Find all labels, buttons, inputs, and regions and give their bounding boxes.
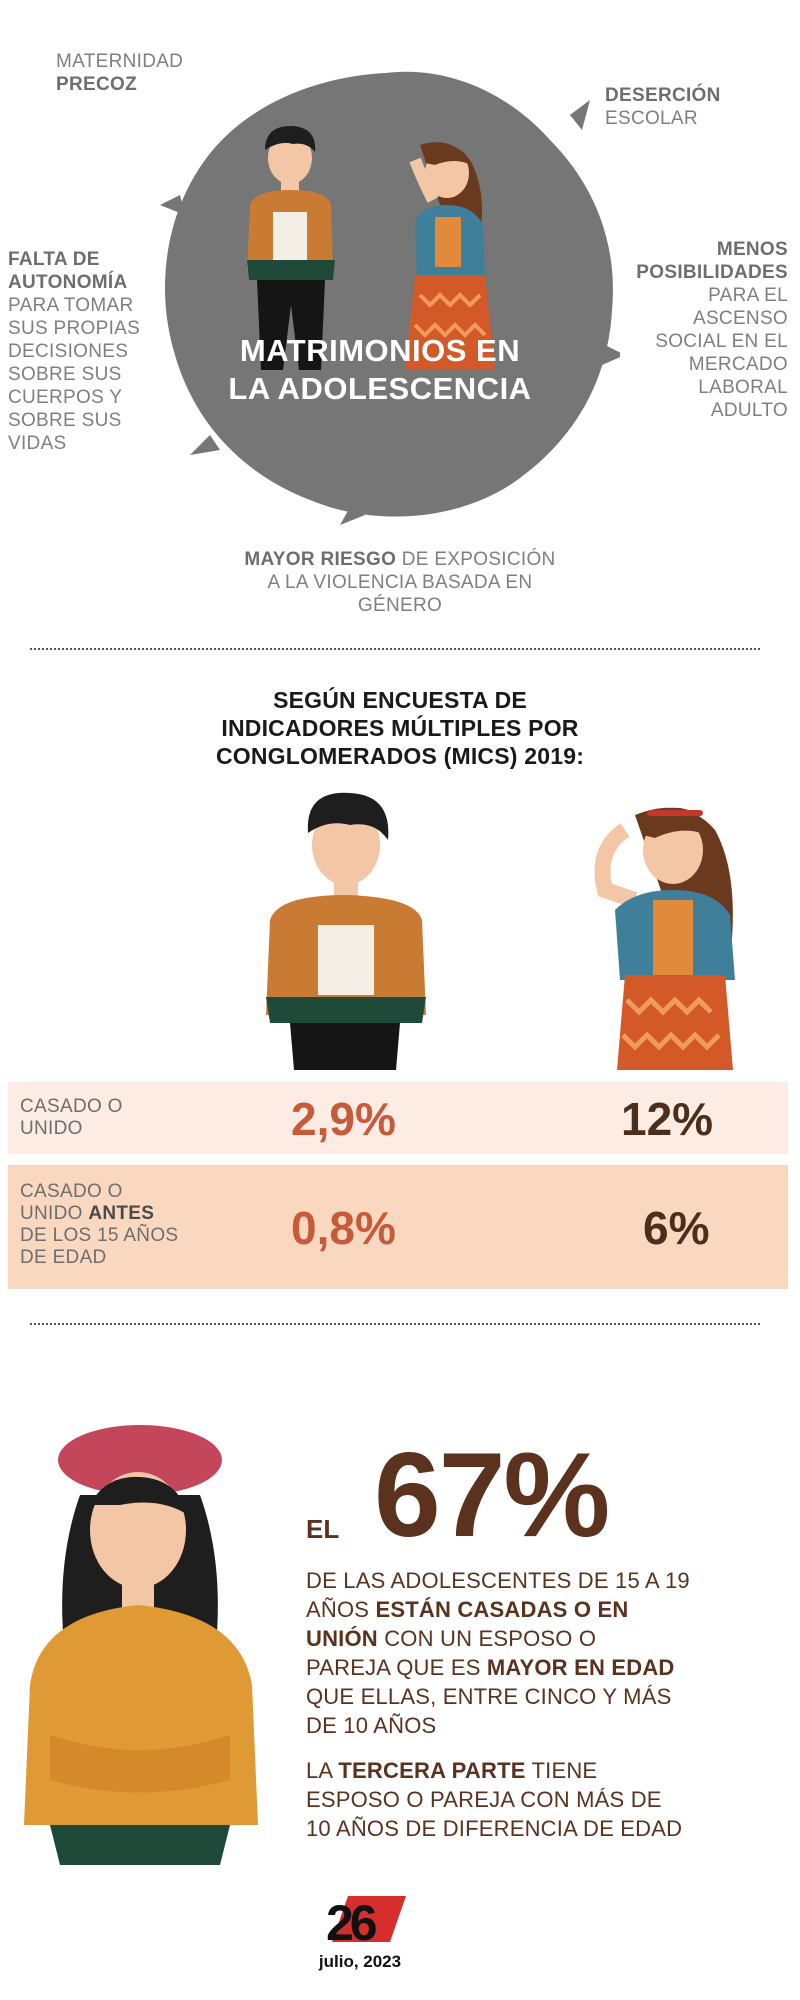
divider-2 [30, 1323, 760, 1325]
survey-title: SEGÚN ENCUESTA DE INDICADORES MÚLTIPLES … [215, 687, 585, 769]
girl-figure-illustration [594, 807, 735, 1070]
row-casado-unido: CASADO O UNIDO 2,9% 12% [8, 1082, 788, 1154]
stat-number: 67% [374, 1428, 610, 1562]
girl-figure-small [405, 142, 495, 370]
row1-female-value: 12% [621, 1093, 714, 1145]
row1-label: CASADO O UNIDO [20, 1096, 123, 1139]
logo-26: 26 [326, 1895, 406, 1948]
row2-male-value: 0,8% [291, 1202, 396, 1254]
row1-male-value: 2,9% [291, 1093, 396, 1145]
row-casado-antes-15: CASADO O UNIDO ANTES DE LOS 15 AÑOS DE E… [8, 1165, 788, 1289]
label-desercion: DESERCIÓN ESCOLAR [605, 85, 721, 129]
svg-text:26: 26 [326, 1895, 376, 1948]
stat-paragraph-1: DE LAS ADOLESCENTES DE 15 A 19 AÑOS ESTÁ… [306, 1568, 690, 1738]
stat-prefix: EL [306, 1514, 340, 1544]
boy-figure-illustration [266, 792, 426, 1070]
woman-beret-illustration [24, 1425, 258, 1865]
label-maternidad: MATERNIDAD PRECOZ [56, 51, 184, 95]
stat-paragraph-2: LA TERCERA PARTE TIENE ESPOSO O PAREJA C… [306, 1758, 683, 1841]
grunge-circle-illustration [160, 71, 620, 525]
divider-1 [30, 648, 760, 650]
label-riesgo: MAYOR RIESGO DE EXPOSICIÓN A LA VIOLENCI… [244, 549, 556, 616]
blob-title: MATRIMONIOS EN LA ADOLESCENCIA [228, 333, 532, 406]
boy-figure-small [247, 125, 335, 370]
footer-date: julio, 2023 [318, 1952, 402, 1971]
label-posibilidades: MENOS POSIBILIDADES PARA EL ASCENSO SOCI… [636, 239, 788, 421]
row2-female-value: 6% [643, 1202, 710, 1254]
label-autonomia: FALTA DE AUTONOMÍA PARA TOMAR SUS PROPIA… [8, 249, 141, 454]
row2-label: CASADO O UNIDO ANTES DE LOS 15 AÑOS DE E… [20, 1181, 179, 1268]
